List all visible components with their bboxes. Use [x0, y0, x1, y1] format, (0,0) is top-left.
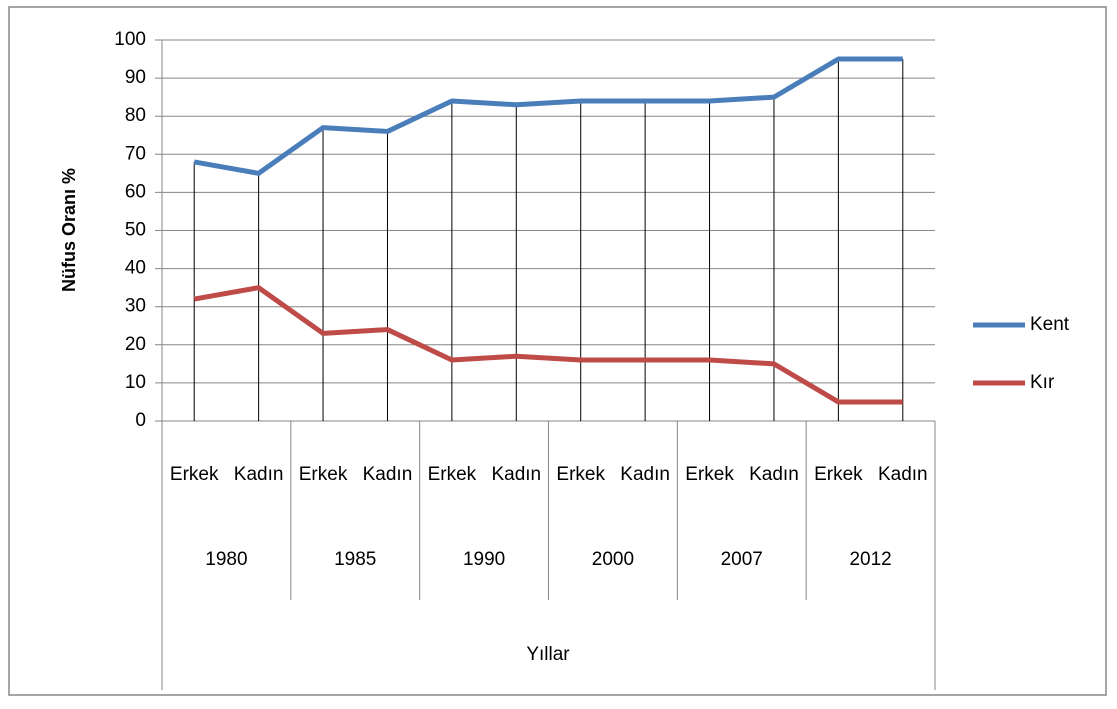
- chart-frame: [8, 6, 1107, 696]
- x-tick-label: Erkek: [428, 464, 477, 485]
- group-label: 1985: [334, 549, 376, 570]
- x-tick-label: Kadın: [234, 464, 284, 485]
- x-tick-label: Erkek: [814, 464, 863, 485]
- y-tick-label: 20: [125, 334, 146, 355]
- x-tick-label: Kadın: [749, 464, 799, 485]
- y-tick-label: 10: [125, 372, 146, 393]
- y-tick-label: 100: [114, 29, 146, 50]
- y-tick-label: 80: [125, 105, 146, 126]
- y-tick-label: 60: [125, 181, 146, 202]
- legend-label: Kır: [1030, 372, 1055, 393]
- x-tick-label: Kadın: [491, 464, 541, 485]
- legend-label: Kent: [1030, 314, 1070, 335]
- y-tick-label: 0: [135, 410, 146, 431]
- x-tick-label: Erkek: [685, 464, 734, 485]
- group-label: 2007: [721, 549, 763, 570]
- group-label: 2012: [849, 549, 891, 570]
- x-tick-label: Kadın: [363, 464, 413, 485]
- x-tick-label: Erkek: [299, 464, 348, 485]
- x-tick-label: Kadın: [620, 464, 670, 485]
- y-tick-label: 90: [125, 67, 146, 88]
- series-line: [193, 56, 903, 176]
- group-label: 2000: [592, 549, 634, 570]
- y-tick-label: 50: [125, 220, 146, 241]
- y-tick-label: 70: [125, 143, 146, 164]
- y-tick-label: 40: [125, 258, 146, 279]
- y-axis-label: Nüfus Oranı %: [59, 168, 79, 292]
- x-tick-label: Erkek: [556, 464, 605, 485]
- y-tick-label: 30: [125, 296, 146, 317]
- group-label: 1990: [463, 549, 505, 570]
- x-tick-label: Kadın: [878, 464, 928, 485]
- group-label: 1980: [205, 549, 247, 570]
- series-line: [193, 285, 903, 405]
- x-tick-label: Erkek: [170, 464, 219, 485]
- x-axis-label: Yıllar: [526, 644, 570, 665]
